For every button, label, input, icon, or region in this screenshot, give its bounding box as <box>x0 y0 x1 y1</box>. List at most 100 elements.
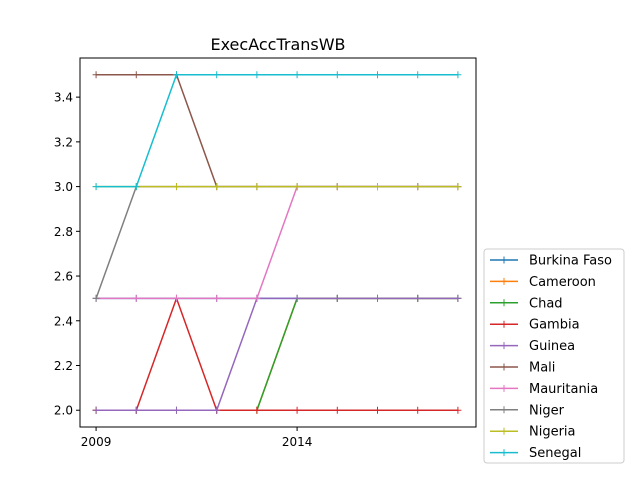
legend-marker <box>500 427 508 435</box>
data-point <box>172 294 180 302</box>
legend-item: Burkina Faso <box>490 254 612 269</box>
data-point <box>213 71 221 79</box>
data-point <box>374 406 382 414</box>
series-line-gambia <box>96 296 458 411</box>
data-point <box>333 183 341 191</box>
legend-label: Cameroon <box>529 275 596 290</box>
legend-label: Chad <box>529 296 563 311</box>
data-point <box>414 294 422 302</box>
legend-item: Chad <box>490 296 563 311</box>
legend-marker <box>500 277 508 285</box>
data-point <box>374 183 382 191</box>
data-point <box>253 183 261 191</box>
legend-label: Gambia <box>529 318 580 333</box>
legend-label: Senegal <box>529 446 581 461</box>
data-point <box>293 294 301 302</box>
series-line-guinea <box>96 297 458 411</box>
data-point <box>414 183 422 191</box>
series-line-mauritania <box>96 185 458 300</box>
legend-item: Mali <box>490 361 555 376</box>
legend-label: Burkina Faso <box>529 254 612 269</box>
y-axis: 2.0 2.2 2.4 2.6 2.8 3.0 3.2 3.4 <box>54 91 80 418</box>
legend-label: Mauritania <box>529 382 598 397</box>
data-point <box>293 183 301 191</box>
data-point <box>253 71 261 79</box>
data-point <box>333 406 341 414</box>
data-point <box>92 294 100 302</box>
y-tick-label: 2.2 <box>54 359 73 373</box>
legend-item: Niger <box>490 403 565 418</box>
data-point <box>132 71 140 79</box>
y-tick-label: 2.8 <box>54 225 73 239</box>
data-point <box>132 406 140 414</box>
data-point <box>333 294 341 302</box>
data-point <box>132 294 140 302</box>
legend-item: Gambia <box>490 318 580 333</box>
x-tick-label: 2014 <box>282 435 313 449</box>
data-point <box>333 71 341 79</box>
plot-area-frame <box>79 57 477 428</box>
legend-label: Guinea <box>529 339 575 354</box>
data-point <box>172 406 180 414</box>
data-point <box>414 406 422 414</box>
legend-box <box>483 248 625 464</box>
data-point <box>132 183 140 191</box>
data-point <box>293 71 301 79</box>
x-tick-label: 2009 <box>81 435 112 449</box>
legend-marker <box>500 342 508 350</box>
y-tick-label: 2.6 <box>54 270 73 284</box>
y-tick-label: 3.4 <box>54 91 73 105</box>
chart-title: ExecAccTransWB <box>210 35 345 54</box>
data-point <box>213 406 221 414</box>
data-point <box>374 294 382 302</box>
y-tick-label: 3.2 <box>54 135 73 149</box>
legend-marker <box>500 384 508 392</box>
data-point <box>92 71 100 79</box>
legend-marker <box>500 406 508 414</box>
y-tick-label: 2.0 <box>54 404 73 418</box>
data-point <box>253 406 261 414</box>
series-guinea <box>92 294 462 414</box>
data-point <box>293 406 301 414</box>
data-point <box>454 183 462 191</box>
data-point <box>172 71 180 79</box>
series-line-mali <box>96 74 458 188</box>
legend-item: Senegal <box>490 446 581 461</box>
legend-marker <box>500 320 508 328</box>
legend-item: Guinea <box>490 339 575 354</box>
data-point <box>454 294 462 302</box>
plot-lines <box>92 71 462 414</box>
legend-label: Nigeria <box>529 425 576 440</box>
legend-item: Nigeria <box>490 425 576 440</box>
legend: Burkina Faso Cameroon Chad Gambia Guinea Mali… <box>483 248 625 464</box>
legend-label: Niger <box>529 403 565 418</box>
y-tick-label: 3.0 <box>54 180 73 194</box>
series-senegal <box>92 71 462 191</box>
data-point <box>454 406 462 414</box>
series-mali <box>92 71 462 191</box>
series-mauritania <box>92 183 462 302</box>
data-point <box>414 71 422 79</box>
series-chad <box>92 294 462 414</box>
series-line-chad <box>96 297 458 411</box>
data-point <box>92 406 100 414</box>
data-point <box>92 183 100 191</box>
legend-item: Cameroon <box>490 275 596 290</box>
legend-item: Mauritania <box>490 382 598 397</box>
legend-marker <box>500 299 508 307</box>
data-point <box>172 183 180 191</box>
data-point <box>213 294 221 302</box>
series-nigeria <box>92 183 462 191</box>
data-point <box>253 294 261 302</box>
y-tick-label: 2.4 <box>54 314 73 328</box>
data-point <box>454 71 462 79</box>
legend-marker <box>500 256 508 264</box>
legend-marker <box>500 363 508 371</box>
x-axis: 2009 2014 <box>81 427 313 449</box>
data-point <box>213 183 221 191</box>
legend-marker <box>500 449 508 457</box>
data-point <box>374 71 382 79</box>
legend-label: Mali <box>529 361 555 376</box>
series-line-senegal <box>96 74 458 188</box>
